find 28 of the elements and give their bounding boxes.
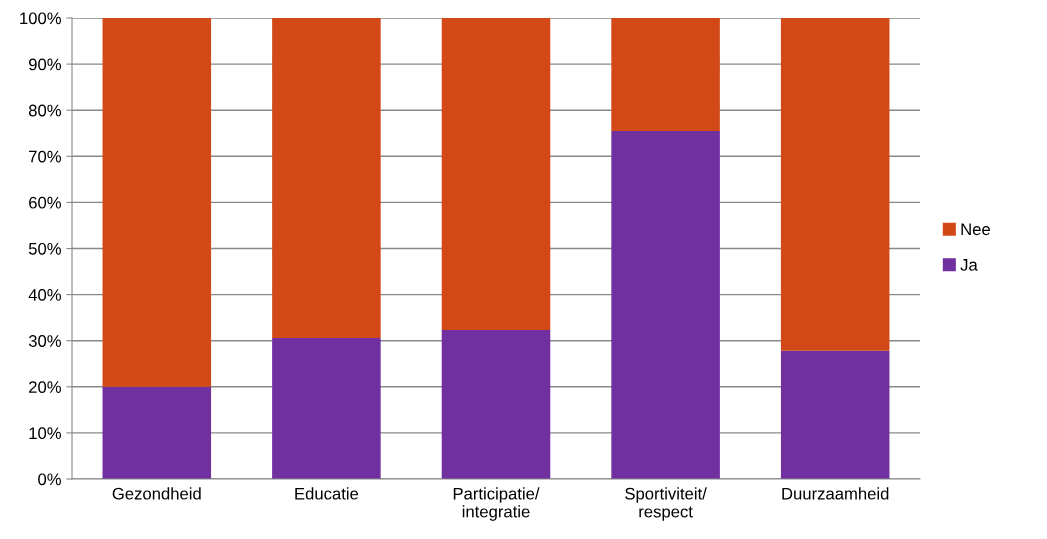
- bar: [780, 350, 890, 479]
- bar: [611, 18, 720, 131]
- x-tick-label: Sportiviteit/ respect: [625, 487, 707, 521]
- y-tick-label: 70%: [29, 150, 61, 163]
- y-tick-label: 100%: [20, 12, 61, 25]
- bar: [272, 337, 381, 479]
- bar: [102, 18, 212, 387]
- x-tick-label: Gezondheid: [112, 487, 201, 500]
- x-tick-label: Duurzaamheid: [782, 487, 889, 500]
- bar: [272, 18, 381, 338]
- legend-label: Nee: [961, 223, 990, 236]
- x-tick-label: Participatie/ integratie: [453, 487, 540, 521]
- y-tick-label: 30%: [28, 335, 61, 347]
- y-tick-label: 90%: [29, 58, 61, 71]
- bar: [441, 330, 551, 479]
- y-tick-label: 0%: [38, 473, 61, 486]
- y-tick-label: 80%: [28, 104, 61, 117]
- bar: [780, 18, 890, 351]
- bar: [611, 130, 720, 479]
- legend-label: Ja: [960, 259, 978, 271]
- bar: [102, 386, 212, 479]
- bar: [441, 18, 551, 331]
- y-tick-label: 50%: [28, 242, 61, 255]
- y-tick-label: 40%: [28, 289, 61, 301]
- y-tick-label: 20%: [29, 381, 61, 393]
- y-tick-label: 60%: [29, 196, 61, 209]
- y-tick-label: 10%: [29, 427, 61, 440]
- x-tick-label: Educatie: [295, 487, 359, 500]
